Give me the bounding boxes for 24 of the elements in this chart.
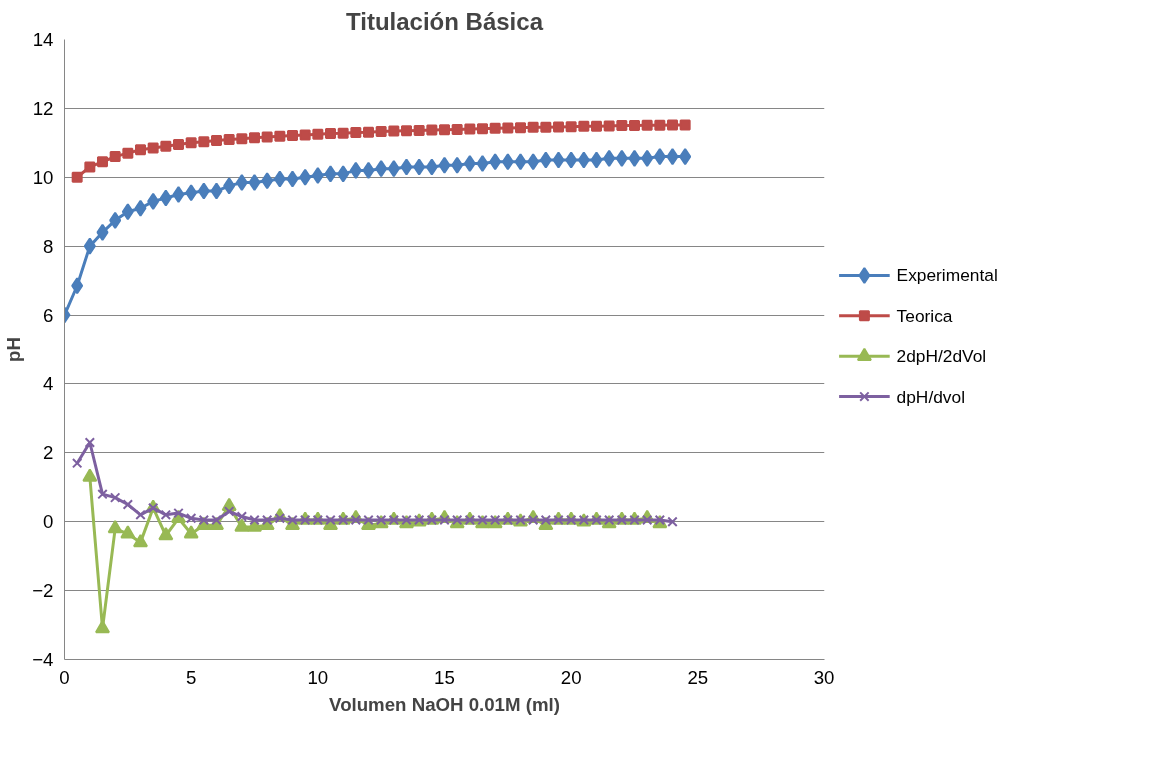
legend-label: 2dpH/2dVol <box>896 346 987 367</box>
x-tick-label: 0 <box>59 666 70 688</box>
x-axis-title: Volumen NaOH 0.01M (ml) <box>329 693 560 715</box>
legend-label: Teorica <box>896 305 953 326</box>
legend-label: Experimental <box>896 265 998 286</box>
legend-label: dpH/dvol <box>896 386 965 407</box>
x-tick-label: 15 <box>434 666 455 688</box>
y-tick-label: −4 <box>32 649 54 670</box>
y-tick-label: 10 <box>32 166 54 188</box>
chart-title: Titulación Básica <box>346 7 544 35</box>
y-tick-label: 6 <box>43 304 54 326</box>
y-tick-label: 2 <box>43 442 54 464</box>
x-tick-label: 10 <box>307 666 329 688</box>
x-tick-label: 20 <box>560 666 582 688</box>
y-tick-label: 14 <box>32 29 54 50</box>
x-tick-label: 25 <box>687 666 709 688</box>
x-tick-label: 30 <box>813 666 835 688</box>
y-tick-label: −2 <box>32 580 54 602</box>
y-axis-title: pH <box>3 337 25 362</box>
x-tick-label: 5 <box>185 666 197 688</box>
y-tick-label: 12 <box>32 97 54 119</box>
y-tick-label: 0 <box>43 511 54 533</box>
y-tick-label: 4 <box>43 373 54 395</box>
y-tick-label: 8 <box>43 235 54 257</box>
